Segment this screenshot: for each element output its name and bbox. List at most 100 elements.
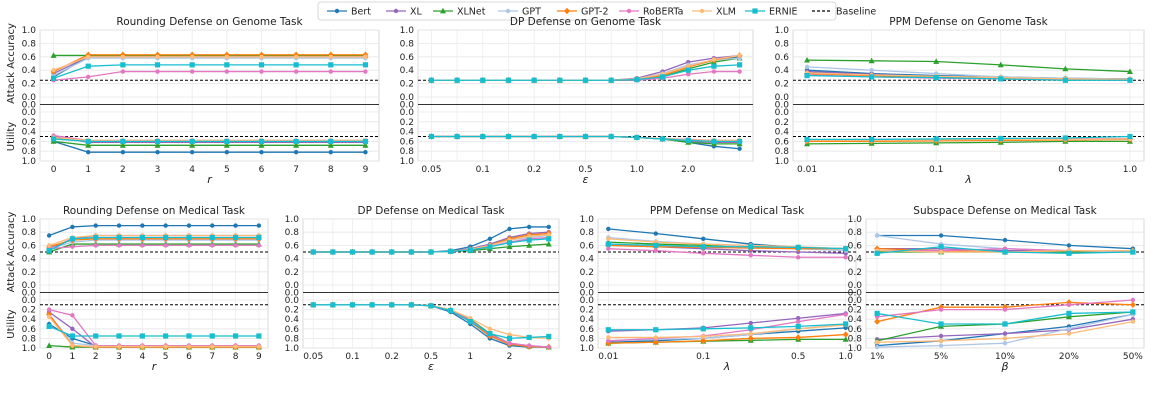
point-top-ernie [557, 77, 563, 83]
point-top-roberta [259, 69, 264, 74]
series-line-top-roberta [608, 248, 846, 258]
point-bottom-bert [293, 149, 299, 155]
point-top-ernie [349, 249, 356, 255]
point-bottom-xlm [186, 344, 192, 349]
x-tick-label: 0.5 [1058, 165, 1072, 175]
y-tick-label: 0.6 [400, 137, 415, 147]
x-tick-label: 1 [467, 352, 473, 362]
point-bottom-ernie [408, 302, 414, 308]
point-bottom-ernie [209, 333, 215, 339]
point-top-ernie [330, 249, 336, 255]
point-bottom-ernie [659, 136, 666, 142]
point-top-bert [163, 223, 168, 228]
point-top-ernie [93, 234, 99, 241]
y-tick-label: 0.2 [580, 268, 594, 278]
series-line-bottom-ernie [608, 323, 846, 331]
point-top-bert [70, 224, 75, 230]
x-axis-label: r [207, 173, 213, 186]
series-ernie [605, 241, 849, 333]
series-line-bottom-xlnet [53, 140, 366, 146]
point-bottom-ernie [139, 333, 145, 339]
y-tick-label: 0.8 [400, 39, 415, 49]
series-line-bottom-ernie [807, 135, 1130, 141]
y-tick-label: 0.4 [22, 128, 37, 138]
y-tick-label: 0.4 [775, 66, 790, 76]
y-tick-label: 0.8 [400, 147, 415, 157]
x-tick-label: 0.1 [929, 165, 943, 175]
y-tick-label: 0.0 [22, 281, 37, 291]
panel-title: PPM Defense on Genome Task [889, 16, 1048, 28]
y-tick-label: 0.0 [775, 93, 790, 103]
point-top-bert [46, 233, 52, 238]
point-top-roberta [701, 251, 706, 256]
x-tick-label: 20% [1059, 352, 1079, 362]
y-tick-label: 0.6 [848, 241, 863, 251]
point-top-bert [606, 226, 611, 232]
y-tick-label: 0.0 [848, 281, 863, 291]
point-top-xlnet [868, 57, 875, 64]
point-bottom-ernie [116, 333, 122, 339]
point-bottom-xlm [487, 326, 493, 331]
y-tick-label: 0.0 [775, 108, 790, 118]
point-top-ernie [505, 77, 512, 83]
x-tick-label: 4 [139, 352, 145, 362]
point-top-roberta [796, 255, 801, 260]
point-top-roberta [606, 246, 611, 251]
point-top-ernie [711, 63, 717, 69]
x-tick-label: 0.01 [797, 165, 817, 175]
point-top-bert [233, 223, 238, 228]
point-bottom-ernie [467, 319, 473, 325]
series-line-top-ernie [53, 64, 366, 79]
point-top-roberta [116, 243, 122, 248]
point-top-ernie [154, 62, 161, 68]
point-bottom-xlm [1002, 336, 1008, 341]
series-xlnet [804, 56, 1133, 147]
point-top-xlm [363, 54, 368, 59]
series-line-top-ernie [48, 236, 259, 252]
point-top-ernie [408, 249, 414, 255]
point-bottom-xlm [653, 335, 658, 340]
y-axis-label-bottom: Utility [6, 309, 17, 338]
point-bottom-gpt-2 [700, 337, 707, 344]
point-top-ernie [467, 247, 473, 253]
point-bottom-roberta [606, 338, 611, 343]
point-top-ernie [1130, 249, 1136, 255]
point-bottom-ernie [869, 136, 875, 143]
point-top-ernie [1066, 250, 1072, 256]
y-tick-label: 0.2 [22, 268, 36, 278]
series-line-top-gpt [48, 239, 259, 250]
point-top-roberta [363, 69, 368, 74]
legend-marker-xlm [699, 8, 705, 14]
x-tick-label: 0.2 [385, 352, 399, 362]
x-tick-label: 2 [93, 352, 99, 362]
y-tick-label: 0.8 [580, 228, 595, 238]
x-tick-label: 0.01 [598, 352, 618, 362]
point-top-ernie [869, 74, 875, 80]
point-top-ernie [139, 234, 145, 241]
point-top-ernie [685, 67, 691, 73]
point-top-xlm [155, 54, 160, 59]
point-bottom-gpt [874, 344, 880, 350]
point-bottom-roberta [843, 312, 848, 317]
point-bottom-xlm [748, 331, 753, 336]
point-bottom-xlm [874, 340, 880, 345]
point-bottom-ernie [938, 321, 944, 327]
point-top-ernie [209, 234, 215, 241]
point-bottom-ernie [349, 302, 356, 308]
point-top-ernie [186, 234, 192, 241]
point-top-roberta [140, 243, 145, 248]
series-line-top-roberta [49, 244, 259, 250]
x-axis-label: β [1000, 360, 1008, 373]
point-top-ernie [874, 250, 880, 256]
series-line-top-bert [48, 224, 259, 237]
point-bottom-ernie [93, 333, 99, 339]
y-tick-label: 0.0 [285, 289, 300, 299]
point-top-bert [653, 231, 658, 236]
point-bottom-ernie [505, 133, 512, 140]
point-bottom-xlm [1130, 319, 1136, 324]
point-top-ernie [608, 77, 614, 83]
x-tick-label: 2.0 [681, 165, 696, 175]
point-bottom-ernie [685, 137, 691, 144]
point-top-ernie [487, 244, 493, 250]
point-bottom-ernie [582, 133, 589, 140]
